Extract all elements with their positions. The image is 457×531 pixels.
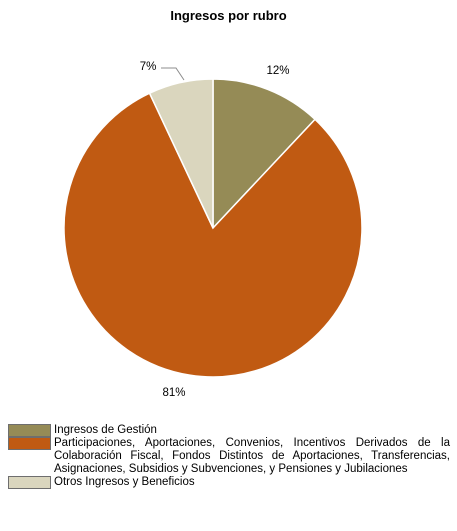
legend-item-participaciones: Participaciones, Aportaciones, Convenios… <box>8 437 450 476</box>
leader-line-otros-ingresos <box>161 67 185 81</box>
data-label-otros-ingresos: 7% <box>140 61 157 73</box>
legend-swatch-participaciones <box>8 437 51 450</box>
legend-label-otros-ingresos: Otros Ingresos y Beneficios <box>54 476 195 488</box>
pie-slice-ingresos-gestion <box>212 78 317 230</box>
legend-item-otros-ingresos: Otros Ingresos y Beneficios <box>8 476 450 489</box>
pie-slice-otros-ingresos <box>148 78 214 229</box>
data-label-participaciones: 81% <box>162 387 185 399</box>
legend-item-ingresos-gestion: Ingresos de Gestión <box>8 424 450 437</box>
chart-title: Ingresos por rubro <box>170 8 287 23</box>
legend: Ingresos de Gestión Participaciones, Apo… <box>8 424 450 489</box>
legend-label-ingresos-gestion: Ingresos de Gestión <box>54 424 157 436</box>
pie-slice-participaciones <box>63 92 363 378</box>
legend-swatch-ingresos-gestion <box>8 424 51 437</box>
data-label-ingresos-gestion: 12% <box>266 65 289 77</box>
legend-label-participaciones: Participaciones, Aportaciones, Convenios… <box>54 437 450 475</box>
pie-chart: 12% 81% 7% <box>63 61 363 399</box>
legend-swatch-otros-ingresos <box>8 476 51 489</box>
